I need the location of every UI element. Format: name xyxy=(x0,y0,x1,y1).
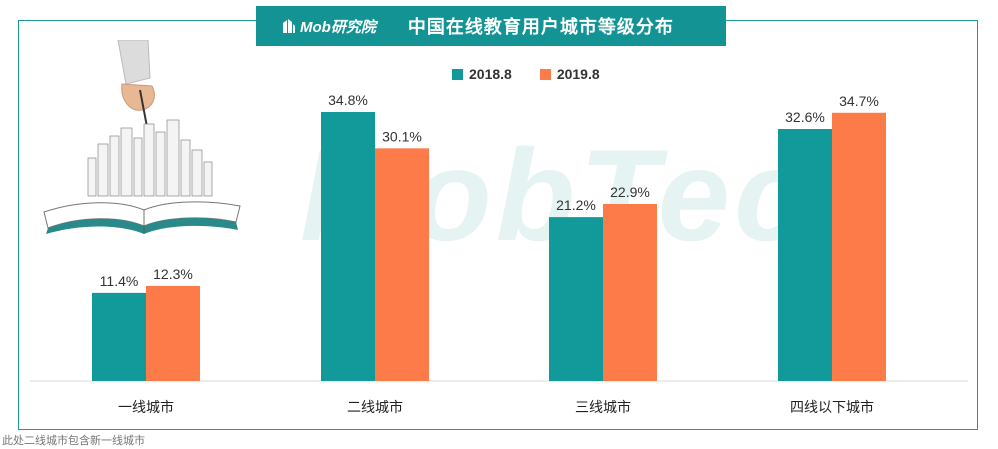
bar-2019.8-一线城市 xyxy=(146,285,200,381)
x-tick-label: 三线城市 xyxy=(575,399,631,416)
data-label: 12.3% xyxy=(153,266,193,282)
title-bar: Mob研究院 中国在线教育用户城市等级分布 xyxy=(256,6,726,46)
x-tick-label: 二线城市 xyxy=(347,399,403,416)
data-label: 21.2% xyxy=(556,197,596,213)
legend-swatch-2018 xyxy=(452,68,463,80)
mob-logo-icon xyxy=(283,19,295,33)
x-tick-label: 四线以下城市 xyxy=(790,399,874,416)
data-label: 32.6% xyxy=(785,109,825,125)
legend-label-2019: 2019.8 xyxy=(556,66,600,82)
legend-label-2018: 2018.8 xyxy=(469,66,512,82)
x-tick-label: 一线城市 xyxy=(118,399,174,416)
legend-swatch-2019 xyxy=(539,68,551,80)
bar-2018.8-一线城市 xyxy=(92,292,146,381)
bar-2018.8-三线城市 xyxy=(549,217,603,381)
data-label: 11.4% xyxy=(100,273,139,289)
legend: 2018.8 2019.8 xyxy=(452,66,628,82)
chart-title: 中国在线教育用户城市等级分布 xyxy=(407,17,674,38)
bar-2018.8-二线城市 xyxy=(321,112,375,381)
logo-text: Mob研究院 xyxy=(300,18,376,36)
footnote: 此处二线城市包含新一线城市 xyxy=(2,434,145,447)
data-label: 22.9% xyxy=(610,184,650,200)
legend-item-2018: 2018.8 xyxy=(452,66,512,82)
brand-logo: Mob研究院 xyxy=(282,16,376,37)
data-label: 30.1% xyxy=(382,128,422,144)
legend-item-2019: 2019.8 xyxy=(539,66,600,82)
bar-2019.8-三线城市 xyxy=(603,203,657,381)
data-label: 34.8% xyxy=(328,92,368,108)
bar-2019.8-四线以下城市 xyxy=(832,112,886,382)
book-city-illustration xyxy=(43,40,241,234)
data-label: 34.7% xyxy=(839,93,879,109)
bar-2019.8-二线城市 xyxy=(375,148,429,381)
bar-2018.8-四线以下城市 xyxy=(778,129,832,381)
